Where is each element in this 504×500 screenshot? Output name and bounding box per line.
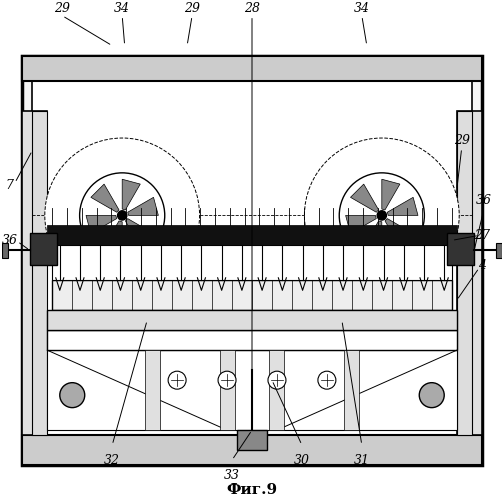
Text: 30: 30 xyxy=(294,454,310,466)
Circle shape xyxy=(117,211,127,220)
Bar xyxy=(270,350,284,430)
Bar xyxy=(47,330,457,350)
Bar xyxy=(22,435,482,465)
Circle shape xyxy=(268,371,286,389)
Polygon shape xyxy=(346,216,376,234)
Circle shape xyxy=(419,382,444,407)
Bar xyxy=(344,350,359,430)
Text: 36: 36 xyxy=(2,234,18,247)
Text: 32: 32 xyxy=(104,454,120,466)
Text: 7: 7 xyxy=(6,179,14,192)
Bar xyxy=(22,56,482,80)
Circle shape xyxy=(304,138,459,293)
Text: 29: 29 xyxy=(54,2,70,15)
Bar xyxy=(220,350,234,430)
Text: 34: 34 xyxy=(354,2,370,15)
Bar xyxy=(495,243,501,258)
Bar xyxy=(447,233,474,266)
Circle shape xyxy=(60,382,85,407)
Text: 29: 29 xyxy=(184,2,200,15)
Text: 4: 4 xyxy=(478,259,486,272)
Circle shape xyxy=(339,173,424,258)
Circle shape xyxy=(168,371,186,389)
Bar xyxy=(52,280,452,310)
Polygon shape xyxy=(385,218,413,246)
Polygon shape xyxy=(125,218,154,246)
Circle shape xyxy=(377,211,387,220)
Bar xyxy=(47,310,457,330)
Bar xyxy=(3,243,9,258)
Polygon shape xyxy=(104,221,122,252)
Circle shape xyxy=(218,371,236,389)
Text: 31: 31 xyxy=(354,454,370,466)
Polygon shape xyxy=(382,179,400,210)
Text: 36: 36 xyxy=(476,194,492,207)
Bar xyxy=(22,56,482,465)
Bar xyxy=(32,66,472,455)
Bar xyxy=(457,110,482,435)
Circle shape xyxy=(45,138,200,293)
Bar xyxy=(52,246,452,280)
Text: 28: 28 xyxy=(244,2,260,15)
Text: 33: 33 xyxy=(224,468,240,481)
Polygon shape xyxy=(128,198,158,216)
Polygon shape xyxy=(388,198,418,216)
Polygon shape xyxy=(364,221,382,252)
Bar xyxy=(47,350,457,430)
Bar xyxy=(457,110,472,435)
Polygon shape xyxy=(91,184,119,212)
Polygon shape xyxy=(122,179,140,210)
Circle shape xyxy=(80,173,165,258)
Bar xyxy=(47,226,457,246)
Bar xyxy=(237,430,267,450)
Text: 27: 27 xyxy=(474,229,490,242)
Bar xyxy=(32,110,47,435)
Text: 29: 29 xyxy=(454,134,470,147)
Bar xyxy=(22,110,47,435)
Text: Фиг.9: Фиг.9 xyxy=(226,483,278,497)
Bar xyxy=(30,233,57,266)
Bar xyxy=(145,350,160,430)
Text: 34: 34 xyxy=(114,2,130,15)
Polygon shape xyxy=(350,184,379,212)
Circle shape xyxy=(318,371,336,389)
Polygon shape xyxy=(86,216,116,234)
